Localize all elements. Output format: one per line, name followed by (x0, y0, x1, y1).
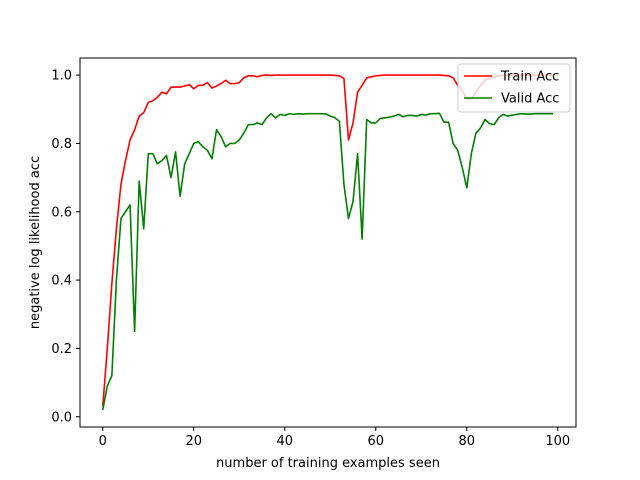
x-tick-label: 60 (368, 434, 385, 449)
y-tick-label: 0.2 (51, 342, 72, 357)
y-tick-label: 0.8 (51, 137, 72, 152)
series-line-valid-acc (101, 112, 554, 411)
y-axis-label: negative log likelihood acc (28, 156, 43, 329)
axes-frame (79, 57, 577, 428)
x-axis-label: number of training examples seen (216, 456, 440, 471)
y-tick-label: 0.4 (51, 274, 72, 289)
x-tick-label: 40 (276, 434, 293, 449)
y-tick-label: 1.0 (51, 69, 72, 84)
legend: Train Acc Valid Acc (457, 63, 571, 113)
x-tick-label: 0 (99, 434, 107, 449)
x-tick-label: 100 (545, 434, 570, 449)
y-axis-ticks: 0.0 0.2 0.4 0.6 0.8 1.0 (51, 69, 80, 425)
x-axis-ticks: 0 20 40 60 80 100 (99, 427, 570, 449)
legend-label-train-acc: Train Acc (500, 70, 559, 85)
y-tick-label: 0.6 (51, 205, 72, 220)
x-tick-label: 20 (185, 434, 202, 449)
x-tick-label: 80 (459, 434, 476, 449)
y-tick-label: 0.0 (51, 410, 72, 425)
legend-label-valid-acc: Valid Acc (501, 92, 559, 107)
